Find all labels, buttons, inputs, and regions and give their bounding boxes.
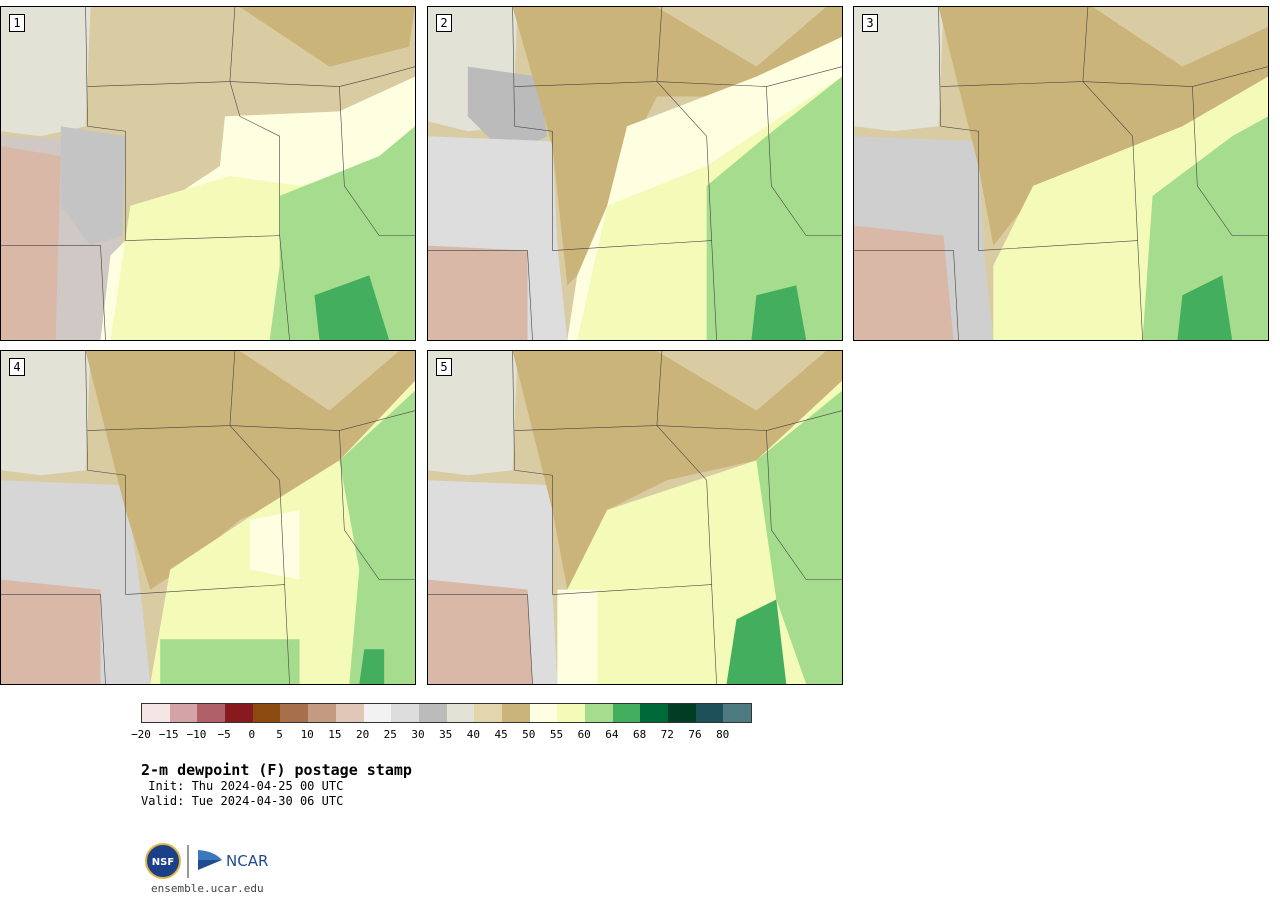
colorbar-tick-label: 64 (605, 728, 619, 741)
colorbar-tick-label: −15 (158, 728, 179, 741)
colorbar-swatch (363, 704, 392, 722)
colorbar-tick-label: 0 (248, 728, 256, 741)
colorbar-tick-label: 76 (688, 728, 702, 741)
colorbar-swatch (640, 704, 669, 722)
colorbar-swatch (142, 704, 170, 722)
dewpoint-map-4 (1, 351, 415, 684)
valid-time: Valid: Tue 2024-04-30 06 UTC (141, 794, 344, 808)
colorbar-tick-label: −20 (131, 728, 151, 741)
colorbar-swatch (225, 704, 253, 722)
member-panel-2: 2 (427, 6, 843, 341)
website-url: ensemble.ucar.edu (151, 882, 264, 895)
member-label: 5 (436, 358, 452, 376)
product-title: 2-m dewpoint (F) postage stamp (141, 761, 412, 779)
colorbar-tick-label: 15 (328, 728, 342, 741)
dewpoint-map-1 (1, 7, 415, 340)
member-label: 4 (9, 358, 25, 376)
member-panel-1: 1 (0, 6, 416, 341)
colorbar-swatch (197, 704, 226, 722)
colorbar-tick-label: 45 (494, 728, 508, 741)
colorbar-tick-label: 25 (383, 728, 397, 741)
colorbar-tick-label: 35 (439, 728, 453, 741)
colorbar-swatch (474, 704, 502, 722)
member-panel-5: 5 (427, 350, 843, 685)
dewpoint-map-5 (428, 351, 842, 684)
colorbar-swatch (280, 704, 309, 722)
colorbar-tick-label: 20 (355, 728, 370, 741)
member-label: 1 (9, 14, 25, 32)
colorbar-tick-label: 50 (522, 728, 536, 741)
colorbar-tick-label: 55 (549, 728, 564, 741)
member-label: 2 (436, 14, 452, 32)
colorbar-tick-label: 40 (466, 728, 481, 741)
colorbar-tick-label: 68 (632, 728, 647, 741)
colorbar-swatch (391, 704, 419, 722)
colorbar-swatch (695, 704, 724, 722)
colorbar-swatch (252, 704, 281, 722)
colorbar-swatch (446, 704, 475, 722)
member-label: 3 (862, 14, 878, 32)
colorbar-tick-label: 72 (660, 728, 674, 741)
init-time: Init: Thu 2024-04-25 00 UTC (141, 779, 344, 793)
colorbar-swatch (529, 704, 558, 722)
dewpoint-map-2 (428, 7, 842, 340)
nsf-ncar-logo: NSF NCAR (144, 842, 274, 882)
colorbar-ticks: −20 −15 −10 −5 0 5 10 15 20 25 30 35 40 45 50 55 60 64 68 7… (131, 728, 771, 742)
colorbar-tick-label: 60 (577, 728, 591, 741)
colorbar-tick-label: −5 (217, 728, 231, 741)
colorbar-swatch (585, 704, 613, 722)
ncar-logo-text: NCAR (226, 852, 268, 870)
member-panel-3: 3 (853, 6, 1269, 341)
colorbar-swatch (557, 704, 585, 722)
colorbar-swatch (501, 704, 530, 722)
colorbar-swatch (308, 704, 336, 722)
colorbar-tick-label: 10 (300, 728, 314, 741)
member-panel-4: 4 (0, 350, 416, 685)
colorbar-swatch (668, 704, 696, 722)
colorbar-tick-label: 5 (276, 728, 283, 741)
colorbar (141, 703, 753, 723)
colorbar-swatch (335, 704, 364, 722)
colorbar-swatch (418, 704, 447, 722)
colorbar-tick-label: −10 (186, 728, 207, 741)
nsf-logo-text: NSF (152, 857, 174, 868)
colorbar-swatch (169, 704, 198, 722)
colorbar-tick-label: 30 (411, 728, 425, 741)
colorbar-swatch (612, 704, 641, 722)
colorbar-swatch (723, 704, 752, 722)
dewpoint-map-3 (854, 7, 1268, 340)
colorbar-tick-label: 80 (716, 728, 730, 741)
